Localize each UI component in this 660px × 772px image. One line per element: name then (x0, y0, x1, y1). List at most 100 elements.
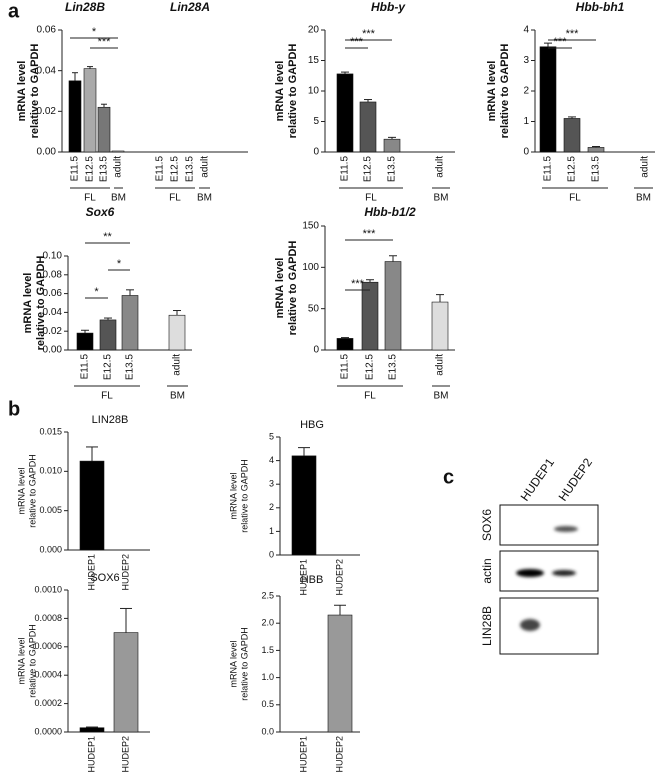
bar (336, 73, 354, 153)
group-label: BM (434, 193, 449, 204)
significance-label: *** (566, 28, 580, 40)
x-tick-label: E11.5 (155, 156, 166, 182)
bar (83, 68, 97, 153)
bar (97, 106, 111, 153)
group-label: FL (364, 391, 376, 402)
significance-label: *** (350, 36, 364, 48)
blot-band (554, 526, 578, 532)
y-tick-label: 1 (523, 116, 529, 127)
group-label: FL (169, 193, 181, 204)
bar (121, 295, 139, 351)
x-tick-label: adult (640, 156, 651, 178)
blot-column-label: HUDEP1 (518, 455, 558, 503)
y-tick-label: 2 (523, 86, 529, 97)
group-label: BM (170, 391, 185, 402)
blot-band (520, 619, 540, 631)
x-tick-label: adult (200, 156, 211, 178)
y-tick-label: 1.0 (261, 672, 274, 682)
x-tick-label: E13.5 (387, 156, 398, 183)
bar (336, 338, 354, 351)
x-tick-label: E11.5 (70, 156, 81, 182)
bar (361, 281, 379, 351)
y-axis-label: relative to GAPDH (287, 44, 299, 139)
y-tick-label: 0.06 (37, 25, 57, 36)
blot-band (552, 570, 576, 576)
y-tick-label: 5 (313, 116, 319, 127)
chart-title: Hbb-y (371, 0, 406, 14)
x-tick-label: E12.5 (85, 156, 96, 183)
y-tick-label: 0.005 (39, 505, 62, 515)
group-label: BM (434, 391, 449, 402)
chart-title: SOX6 (90, 572, 119, 584)
y-tick-label: 2.0 (261, 618, 274, 628)
x-tick-label: HUDEP2 (334, 559, 344, 596)
bar (327, 614, 353, 733)
group-label: BM (197, 193, 212, 204)
chart-title: Lin28B (65, 0, 105, 14)
y-tick-label: 100 (302, 262, 319, 273)
chart-title: HBG (300, 419, 324, 431)
x-tick-label: HUDEP1 (86, 554, 96, 591)
group-label: FL (84, 193, 96, 204)
x-tick-label: HUDEP1 (86, 736, 96, 772)
y-tick-label: 0.5 (261, 699, 274, 709)
y-tick-label: 2.5 (261, 590, 274, 600)
x-tick-label: E13.5 (99, 156, 110, 183)
bar (168, 314, 186, 351)
y-tick-label: 0.0002 (34, 698, 62, 708)
bar (113, 632, 139, 733)
significance-label: * (92, 26, 97, 38)
chart-title: Hbb-bh1 (576, 0, 625, 14)
x-tick-label: HUDEP2 (120, 736, 130, 772)
x-tick-label: E12.5 (365, 354, 376, 381)
y-tick-label: 20 (308, 25, 320, 36)
chart-title: Sox6 (86, 205, 115, 219)
y-tick-label: 0.04 (37, 65, 57, 76)
x-tick-label: HUDEP2 (120, 554, 130, 591)
y-tick-label: 3 (269, 479, 274, 489)
chart-title: HBB (301, 574, 324, 586)
x-tick-label: adult (435, 156, 446, 178)
panel-label: b (8, 398, 20, 420)
y-axis-label: relative to GAPDH (27, 624, 37, 698)
bar (563, 118, 581, 153)
chart-title: Lin28A (170, 0, 210, 14)
x-tick-label: E13.5 (388, 354, 399, 381)
significance-label: *** (554, 36, 568, 48)
significance-label: * (117, 258, 122, 270)
y-tick-label: 1.5 (261, 645, 274, 655)
y-tick-label: 0.0 (261, 726, 274, 736)
y-axis-label: mRNA level (16, 61, 28, 122)
y-tick-label: 0.08 (43, 269, 63, 280)
bar (76, 332, 94, 351)
x-tick-label: HUDEP1 (298, 736, 308, 772)
blot-box (499, 597, 599, 655)
x-tick-label: adult (113, 156, 124, 178)
y-tick-label: 0.02 (43, 326, 63, 337)
blot-box (499, 550, 599, 592)
y-tick-label: 5 (269, 431, 274, 441)
significance-label: ** (103, 231, 112, 243)
x-tick-label: E11.5 (543, 156, 554, 182)
significance-label: * (94, 286, 99, 298)
y-axis-label: relative to GAPDH (35, 256, 47, 351)
y-tick-label: 0.0000 (34, 726, 62, 736)
x-tick-label: E13.5 (125, 354, 136, 381)
y-tick-label: 0 (523, 147, 529, 158)
y-axis-label: relative to GAPDH (27, 454, 37, 528)
y-tick-label: 50 (308, 303, 320, 314)
x-tick-label: E12.5 (567, 156, 578, 183)
y-tick-label: 0.000 (39, 544, 62, 554)
y-tick-label: 0.0008 (34, 613, 62, 623)
bar (79, 460, 105, 551)
x-tick-label: E11.5 (340, 354, 351, 380)
x-tick-label: adult (172, 354, 183, 376)
bar (587, 147, 605, 153)
panel-label: c (443, 466, 454, 488)
bar (111, 150, 125, 153)
y-tick-label: 0.015 (39, 426, 62, 436)
bar (431, 301, 449, 351)
y-axis-label: relative to GAPDH (239, 459, 249, 533)
group-label: BM (636, 193, 651, 204)
y-tick-label: 0.06 (43, 288, 63, 299)
